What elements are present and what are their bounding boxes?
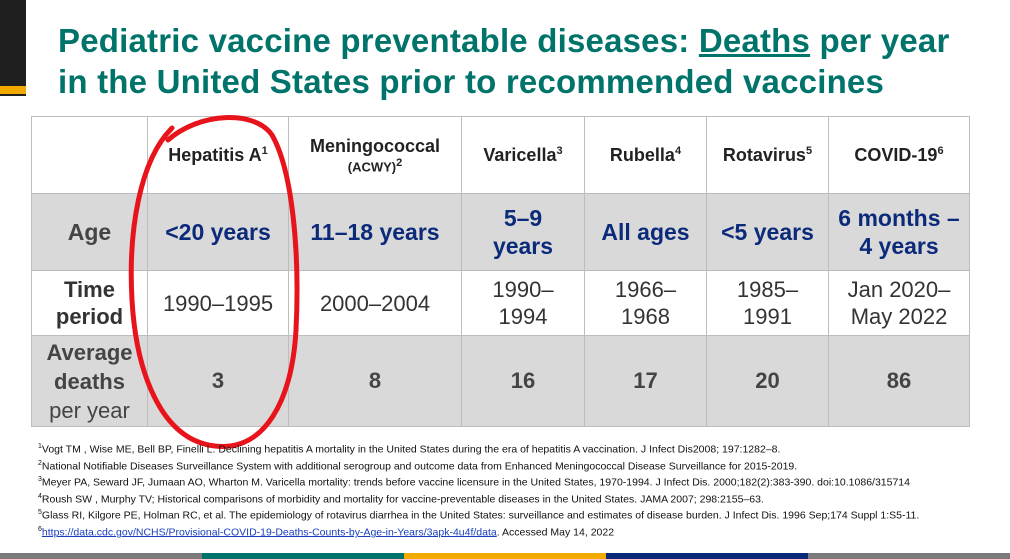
header-sup: 5 — [805, 144, 813, 157]
header-hepatitis-a: Hepatitis A1 — [147, 116, 289, 194]
footnote-text: Meyer PA, Seward JF, Jumaan AO, Wharton … — [41, 476, 910, 489]
header-sup: 2 — [396, 156, 403, 169]
age-cell: <5 years — [706, 193, 829, 271]
footnote-text: Vogt TM , Wise ME, Bell BP, Finelli L. D… — [41, 443, 781, 456]
period-cell: 1985–1991 — [706, 270, 829, 336]
deaths-cell: 17 — [584, 335, 707, 427]
footnote-number: 3 — [38, 476, 42, 484]
footnote-text: National Notifiable Diseases Surveillanc… — [41, 460, 798, 473]
deaths-cell: 8 — [288, 335, 462, 427]
footnote-5: 5Glass RI, Kilgore PE, Holman RC, et al.… — [38, 506, 968, 523]
cdc-data-link[interactable]: https://data.cdc.gov/NCHS/Provisional-CO… — [41, 526, 497, 539]
footnote-number: 2 — [38, 459, 42, 467]
header-label: Rubella — [609, 144, 675, 165]
header-sub: (ACWY)2 — [293, 157, 457, 174]
footnote-6: 6https://data.cdc.gov/NCHS/Provisional-C… — [38, 523, 968, 540]
footnote-text: . Accessed May 14, 2022 — [496, 526, 615, 539]
header-sup: 1 — [261, 144, 268, 157]
header-empty-cell — [31, 116, 148, 194]
period-cell: Jan 2020– May 2022 — [828, 270, 970, 336]
bar-segment — [606, 553, 808, 559]
average-deaths-row: Average deaths per year 3 8 16 17 20 86 — [31, 335, 970, 427]
age-cell: 6 months – 4 years — [828, 193, 970, 271]
header-sup: 6 — [937, 144, 944, 157]
slide-title: Pediatric vaccine preventable diseases: … — [58, 20, 988, 102]
header-label: Varicella — [483, 144, 557, 165]
row-label-light: per year — [49, 397, 130, 423]
time-period-row: Time period 1990–1995 2000–2004 1990–199… — [31, 270, 970, 336]
header-sup: 4 — [674, 144, 682, 157]
vaccine-deaths-table: Hepatitis A1 Meningococcal (ACWY)2 Varice… — [31, 116, 970, 427]
header-sup: 3 — [556, 144, 563, 157]
footnote-number: 1 — [38, 443, 42, 450]
title-part1: Pediatric vaccine preventable diseases: — [58, 22, 699, 59]
header-meningococcal: Meningococcal (ACWY)2 — [288, 116, 462, 194]
bar-segment — [808, 553, 1010, 559]
footnote-1: 1Vogt TM , Wise ME, Bell BP, Finelli L. … — [38, 440, 968, 457]
period-cell: 1990–1994 — [461, 270, 585, 336]
header-sub-text: (ACWY) — [347, 159, 397, 175]
bottom-color-bar — [0, 553, 1010, 559]
header-label: Meningococcal — [309, 135, 441, 156]
header-row: Hepatitis A1 Meningococcal (ACWY)2 Varice… — [31, 116, 970, 194]
footnote-2: 2National Notifiable Diseases Surveillan… — [38, 457, 968, 474]
footnote-number: 6 — [38, 525, 42, 533]
footnote-4: 4Roush SW , Murphy TV; Historical compar… — [38, 490, 968, 507]
bar-segment — [0, 553, 202, 559]
period-cell: 1990–1995 — [147, 270, 289, 336]
footnote-text: Glass RI, Kilgore PE, Holman RC, et al. … — [41, 509, 920, 522]
footnote-number: 4 — [38, 492, 42, 500]
bar-segment — [202, 553, 404, 559]
header-covid-19: COVID-196 — [828, 116, 970, 194]
deaths-cell: 3 — [147, 335, 289, 427]
title-part2: per year in the United States prior to r… — [58, 22, 950, 100]
deaths-cell: 20 — [706, 335, 829, 427]
period-cell: 1966–1968 — [584, 270, 707, 336]
deaths-cell: 86 — [828, 335, 970, 427]
header-label: COVID-19 — [854, 144, 938, 165]
row-label-average-deaths: Average deaths per year — [31, 335, 148, 427]
row-label-bold: Average deaths — [46, 339, 133, 394]
row-label-age: Age — [31, 193, 148, 271]
age-cell: 5–9 years — [461, 193, 585, 271]
header-varicella: Varicella3 — [461, 116, 585, 194]
age-row: Age <20 years 11–18 years 5–9 years All … — [31, 193, 970, 271]
age-cell: All ages — [584, 193, 707, 271]
header-rotavirus: Rotavirus5 — [706, 116, 829, 194]
age-cell: 11–18 years — [288, 193, 462, 271]
header-label: Hepatitis A — [168, 144, 262, 165]
header-label: Rotavirus — [722, 144, 806, 165]
deaths-cell: 16 — [461, 335, 585, 427]
title-underlined-word: Deaths — [698, 22, 811, 59]
bar-segment — [404, 553, 606, 559]
header-rubella: Rubella4 — [584, 116, 707, 194]
period-cell: 2000–2004 — [288, 270, 462, 336]
footnotes: 1Vogt TM , Wise ME, Bell BP, Finelli L. … — [38, 440, 968, 540]
row-label-time-period: Time period — [31, 270, 148, 336]
footnote-3: 3Meyer PA, Seward JF, Jumaan AO, Wharton… — [38, 473, 968, 490]
footnote-number: 5 — [38, 509, 42, 517]
age-cell: <20 years — [147, 193, 289, 271]
footnote-text: Roush SW , Murphy TV; Historical compari… — [41, 493, 764, 506]
side-accent-bar — [0, 0, 26, 96]
